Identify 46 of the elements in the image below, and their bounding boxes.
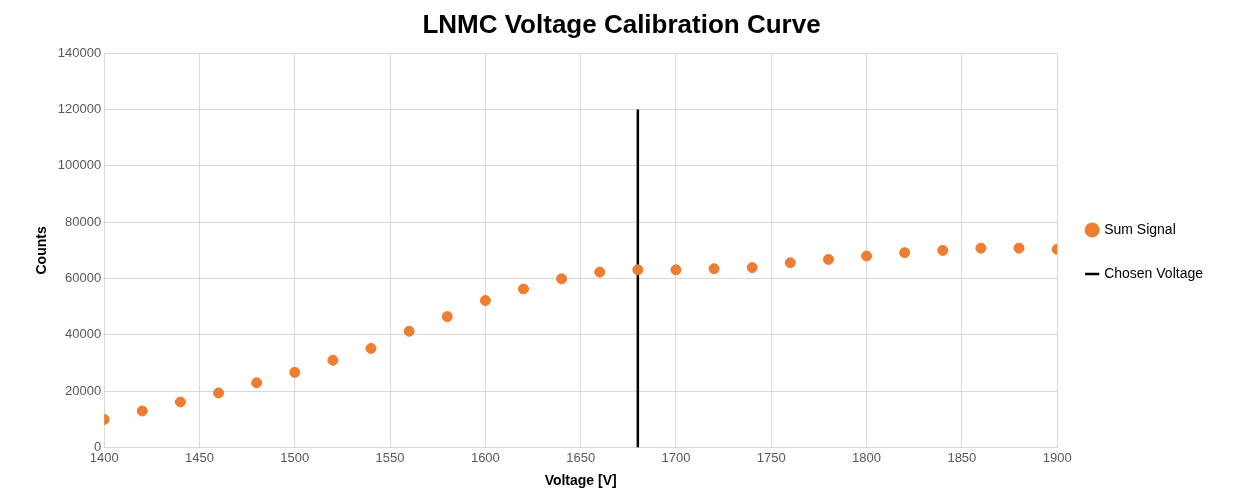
point — [479, 295, 491, 307]
point — [213, 387, 225, 399]
legend-label: Sum Signal — [1104, 220, 1176, 237]
y-tick-label: 100000 — [57, 157, 102, 173]
point — [289, 366, 301, 378]
point — [784, 257, 796, 269]
y-tick-label: 60000 — [65, 270, 102, 286]
point — [899, 247, 911, 259]
point — [251, 377, 263, 389]
y-tick-label: 40000 — [65, 326, 102, 342]
point — [861, 250, 873, 262]
x-tick-label: 1750 — [756, 449, 786, 465]
point — [403, 325, 415, 337]
y-tick-label: 140000 — [57, 44, 102, 60]
x-tick-label: 1800 — [852, 449, 882, 465]
x-tick-label: 1650 — [566, 449, 596, 465]
y-tick-label: 120000 — [57, 101, 102, 117]
point — [174, 396, 186, 408]
x-axis-title: Voltage [V] — [544, 472, 617, 489]
point — [517, 283, 529, 295]
legend-label: Chosen Voltage — [1104, 264, 1204, 281]
point — [441, 311, 453, 323]
point — [670, 264, 682, 276]
point — [975, 242, 987, 254]
point — [708, 263, 720, 275]
point — [365, 342, 377, 354]
x-tick-label: 1500 — [280, 449, 310, 465]
point — [822, 253, 834, 265]
point — [632, 264, 644, 276]
x-tick-label: 1850 — [947, 449, 977, 465]
point — [1013, 242, 1025, 254]
y-axis-title: Counts — [33, 226, 50, 275]
point — [556, 273, 568, 285]
point — [594, 266, 606, 278]
y-tick-label: 80000 — [65, 213, 102, 229]
point — [937, 244, 949, 256]
x-tick-label: 1600 — [470, 449, 500, 465]
x-tick-label: 1550 — [375, 449, 405, 465]
point — [746, 262, 758, 274]
x-tick-label: 1700 — [661, 449, 691, 465]
point — [327, 354, 339, 366]
point — [136, 405, 148, 417]
x-tick-label: 1900 — [1042, 449, 1072, 465]
chart-title: LNMC Voltage Calibration Curve — [422, 8, 821, 39]
y-tick-label: 20000 — [65, 382, 102, 398]
x-tick-label: 1450 — [185, 449, 214, 465]
